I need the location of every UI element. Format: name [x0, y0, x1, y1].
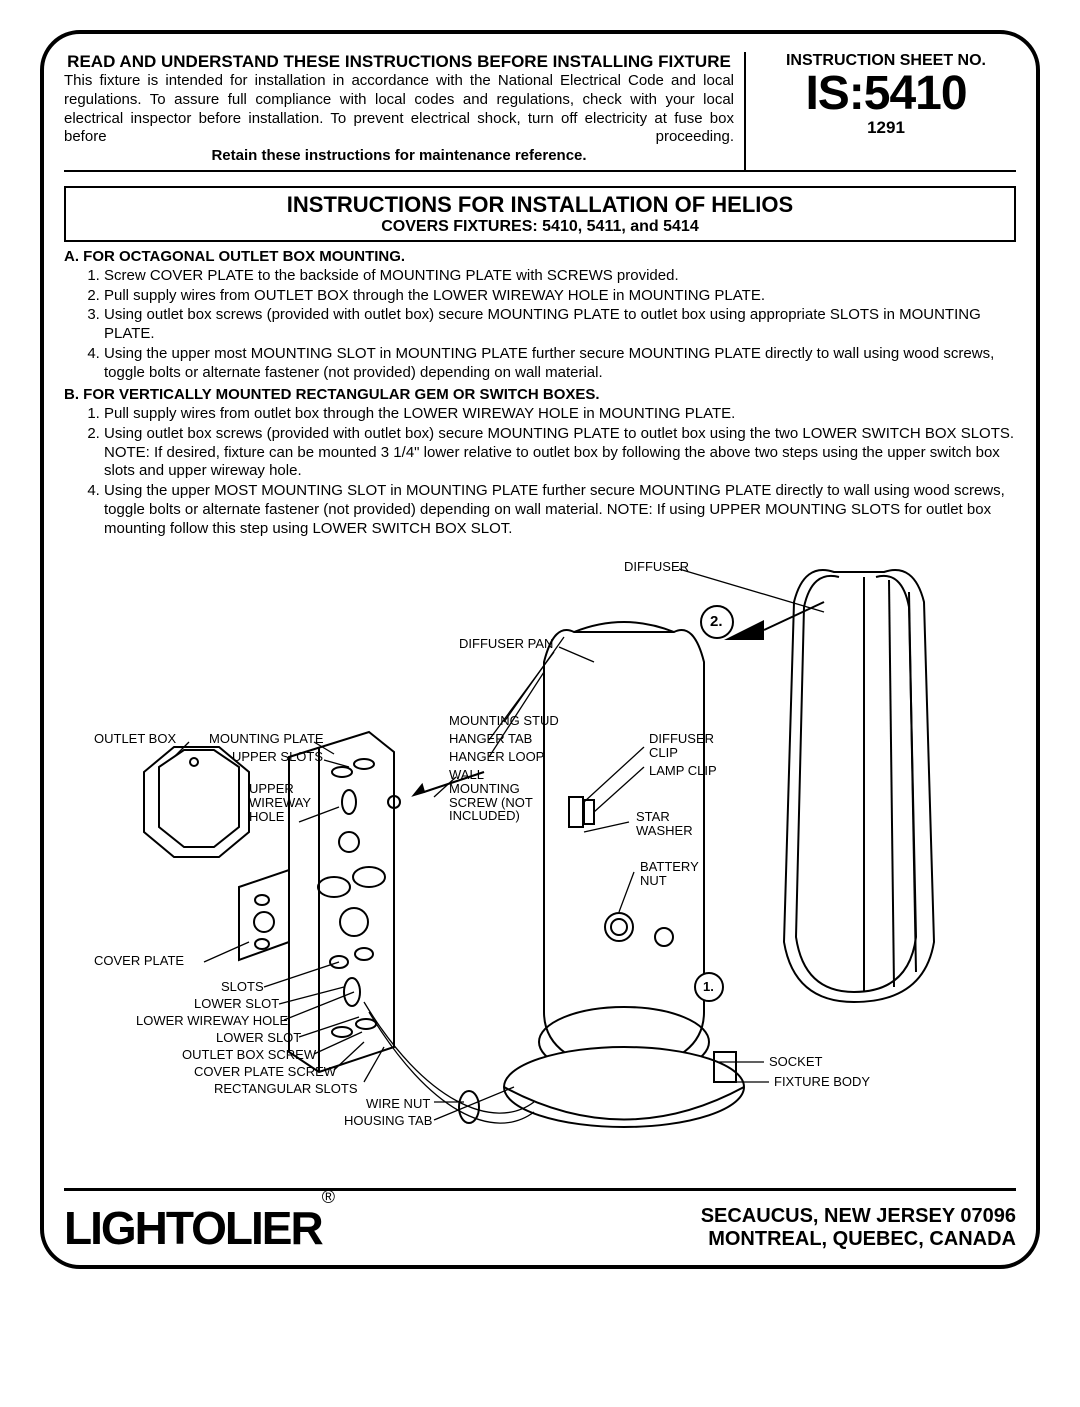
label-hanger-loop: HANGER LOOP [449, 750, 544, 764]
label-outlet-box-screw: OUTLET BOX SCREW [182, 1048, 316, 1062]
section-b-head: B. FOR VERTICALLY MOUNTED RECTANGULAR GE… [64, 386, 1016, 405]
header-retain: Retain these instructions for maintenanc… [64, 147, 734, 164]
footer-addr2: MONTREAL, QUEBEC, CANADA [345, 1228, 1016, 1251]
label-step1: 1. [703, 980, 714, 994]
footer-logo-wrap: LIGHTOLIER® [64, 1201, 335, 1255]
label-lower-slot2: LOWER SLOT [216, 1031, 301, 1045]
header-title: READ AND UNDERSTAND THESE INSTRUCTIONS B… [64, 52, 734, 72]
label-slots: SLOTS [221, 980, 264, 994]
label-diffuser-clip: DIFFUSER CLIP [649, 732, 714, 759]
header-left: READ AND UNDERSTAND THESE INSTRUCTIONS B… [64, 52, 746, 170]
label-diffuser-pan: DIFFUSER PAN [459, 637, 553, 651]
section-a-item: Pull supply wires from OUTLET BOX throug… [104, 287, 1016, 306]
diagram: DIFFUSER DIFFUSER PAN MOUNTING STUD HANG… [64, 542, 1016, 1182]
section-a-list: Screw COVER PLATE to the backside of MOU… [64, 267, 1016, 383]
instruction-sheet-page: READ AND UNDERSTAND THESE INSTRUCTIONS B… [40, 30, 1040, 1269]
label-housing-tab: HOUSING TAB [344, 1114, 432, 1128]
section-a-item: Using outlet box screws (provided with o… [104, 306, 1016, 344]
label-upper-wireway: UPPER WIREWAY HOLE [249, 782, 311, 823]
title-line1: INSTRUCTIONS FOR INSTALLATION OF HELIOS [72, 192, 1008, 218]
label-wall-screw: WALL MOUNTING SCREW (NOT INCLUDED) [449, 768, 533, 823]
footer-address: SECAUCUS, NEW JERSEY 07096 MONTREAL, QUE… [335, 1205, 1016, 1251]
header-right: INSTRUCTION SHEET NO. IS:5410 1291 [746, 52, 1016, 170]
footer-logo: LIGHTOLIER [64, 1202, 322, 1254]
section-a-item: Using the upper most MOUNTING SLOT in MO… [104, 345, 1016, 383]
header-row: READ AND UNDERSTAND THESE INSTRUCTIONS B… [64, 52, 1016, 172]
section-b-item: Using the upper MOST MOUNTING SLOT in MO… [104, 482, 1016, 538]
label-mounting-plate: MOUNTING PLATE [209, 732, 324, 746]
footer-addr1: SECAUCUS, NEW JERSEY 07096 [345, 1205, 1016, 1228]
label-lower-wireway: LOWER WIREWAY HOLE [136, 1014, 288, 1028]
section-b-item: Pull supply wires from outlet box throug… [104, 405, 1016, 424]
label-cover-plate: COVER PLATE [94, 954, 184, 968]
section-a-head: A. FOR OCTAGONAL OUTLET BOX MOUNTING. [64, 248, 1016, 267]
registered-icon: ® [322, 1187, 335, 1207]
section-b-item: Using outlet box screws (provided with o… [104, 425, 1016, 481]
label-battery-nut: BATTERY NUT [640, 860, 699, 887]
label-step2: 2. [710, 614, 723, 630]
label-star-washer: STAR WASHER [636, 810, 693, 837]
label-socket: SOCKET [769, 1055, 822, 1069]
section-a-item: Screw COVER PLATE to the backside of MOU… [104, 267, 1016, 286]
label-outlet-box: OUTLET BOX [94, 732, 176, 746]
title-line2: COVERS FIXTURES: 5410, 5411, and 5414 [72, 218, 1008, 236]
footer: LIGHTOLIER® SECAUCUS, NEW JERSEY 07096 M… [64, 1188, 1016, 1255]
section-b-list: Pull supply wires from outlet box throug… [64, 405, 1016, 538]
label-diffuser: DIFFUSER [624, 560, 689, 574]
label-upper-slots: UPPER SLOTS [232, 750, 323, 764]
sheet-date: 1291 [756, 118, 1016, 138]
label-wire-nut: WIRE NUT [366, 1097, 430, 1111]
label-lower-slot1: LOWER SLOT [194, 997, 279, 1011]
sheet-number: IS:5410 [756, 70, 1016, 118]
label-cover-plate-screw: COVER PLATE SCREW [194, 1065, 336, 1079]
label-lamp-clip: LAMP CLIP [649, 764, 717, 778]
label-mounting-stud: MOUNTING STUD [449, 714, 559, 728]
label-fixture-body: FIXTURE BODY [774, 1075, 870, 1089]
label-hanger-tab: HANGER TAB [449, 732, 532, 746]
instructions: A. FOR OCTAGONAL OUTLET BOX MOUNTING. Sc… [64, 248, 1016, 538]
title-box: INSTRUCTIONS FOR INSTALLATION OF HELIOS … [64, 186, 1016, 242]
header-body: This fixture is intended for installatio… [64, 72, 734, 147]
label-rectangular-slots: RECTANGULAR SLOTS [214, 1082, 358, 1096]
